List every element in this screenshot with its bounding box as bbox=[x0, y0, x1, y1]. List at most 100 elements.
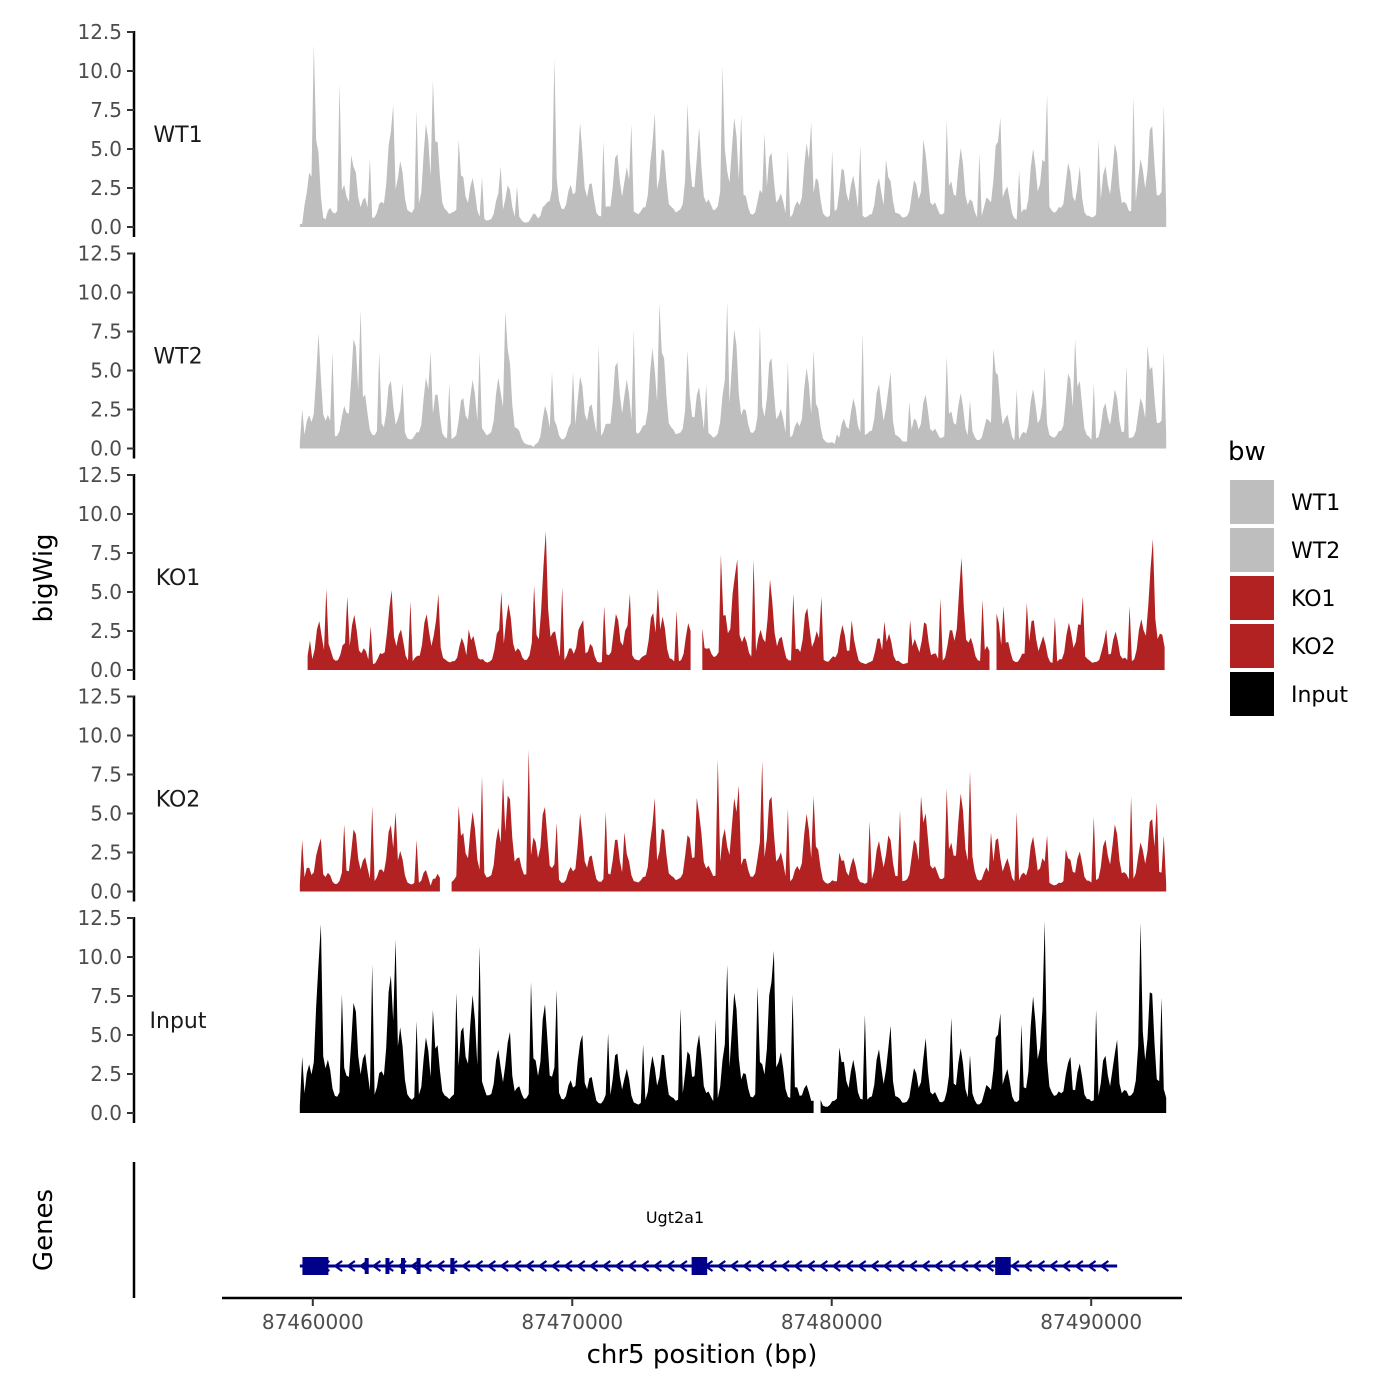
strand-arrow bbox=[346, 1260, 356, 1272]
track-panel-wt1: 0.0 2.5 5.0 7.5 10.0 12.5 WT1 bbox=[77, 20, 1167, 239]
strand-arrow bbox=[601, 1260, 611, 1272]
strand-arrow bbox=[473, 1260, 484, 1272]
y-tick-label: 7.5 bbox=[90, 320, 122, 344]
x-axis-title: chr5 position (bp) bbox=[587, 1340, 818, 1370]
y-tick-label: 0.0 bbox=[90, 1101, 122, 1125]
strand-arrow bbox=[333, 1260, 343, 1272]
track-label-wt2: WT2 bbox=[153, 345, 202, 370]
y-tick-label: 2.5 bbox=[90, 1062, 122, 1086]
strand-arrow bbox=[869, 1260, 880, 1272]
track-label-ko2: KO2 bbox=[156, 788, 201, 813]
strand-arrow bbox=[1073, 1260, 1084, 1272]
y-tick-label: 5.0 bbox=[90, 359, 122, 383]
y-tick-label: 7.5 bbox=[90, 984, 122, 1008]
legend-swatch bbox=[1230, 672, 1274, 716]
signal-area-input bbox=[820, 921, 1167, 1113]
exon bbox=[401, 1258, 406, 1274]
y-tick-label: 5.0 bbox=[90, 802, 122, 826]
strand-arrow bbox=[678, 1260, 688, 1272]
strand-arrow bbox=[652, 1260, 663, 1272]
strand-arrow bbox=[805, 1260, 816, 1272]
strand-arrow bbox=[907, 1260, 918, 1272]
strand-arrow bbox=[831, 1260, 841, 1272]
y-tick-label: 7.5 bbox=[90, 98, 122, 122]
strand-arrow bbox=[665, 1260, 675, 1272]
strand-arrow bbox=[741, 1260, 752, 1272]
legend: bw WT1 WT2 KO1 KO2 Input bbox=[1228, 437, 1348, 716]
x-tick-label: 87470000 bbox=[521, 1310, 623, 1334]
track-label-wt1: WT1 bbox=[153, 123, 202, 148]
legend-label: Input bbox=[1291, 683, 1348, 708]
y-tick-label: 12.5 bbox=[77, 242, 122, 266]
genes-axis-title: Genes bbox=[29, 1189, 59, 1271]
strand-arrow bbox=[499, 1260, 509, 1272]
strand-arrow bbox=[818, 1260, 829, 1272]
legend-title: bw bbox=[1228, 437, 1266, 467]
gene-panel: Genes Ugt2a1 bbox=[29, 1162, 1118, 1298]
strand-arrow bbox=[524, 1260, 535, 1272]
track-label-input: Input bbox=[150, 1009, 207, 1034]
legend-item-ko1: KO1 bbox=[1230, 576, 1336, 620]
strand-arrow bbox=[933, 1260, 943, 1272]
strand-arrow bbox=[984, 1260, 995, 1272]
y-tick-label: 10.0 bbox=[77, 59, 122, 83]
strand-arrow bbox=[946, 1260, 956, 1272]
signal-area-wt1 bbox=[299, 44, 1167, 227]
signal-area-wt2 bbox=[299, 301, 1167, 449]
strand-arrow bbox=[1086, 1260, 1097, 1272]
strand-arrow bbox=[448, 1260, 458, 1272]
signal-area-ko1 bbox=[702, 554, 990, 670]
y-tick-label: 10.0 bbox=[77, 502, 122, 526]
legend-swatch bbox=[1230, 480, 1274, 524]
legend-item-ko2: KO2 bbox=[1230, 624, 1336, 668]
strand-arrow bbox=[1022, 1260, 1033, 1272]
strand-arrow bbox=[486, 1260, 497, 1272]
strand-arrow bbox=[767, 1260, 777, 1272]
signal-area-ko1 bbox=[996, 539, 1165, 670]
x-tick-label: 87490000 bbox=[1040, 1310, 1142, 1334]
legend-item-wt2: WT2 bbox=[1230, 528, 1340, 572]
legend-swatch bbox=[1230, 576, 1274, 620]
y-tick-label: 2.5 bbox=[90, 841, 122, 865]
exon bbox=[364, 1258, 369, 1274]
exon bbox=[450, 1258, 455, 1274]
y-tick-label: 10.0 bbox=[77, 281, 122, 305]
y-tick-label: 0.0 bbox=[90, 880, 122, 904]
strand-arrow bbox=[1035, 1260, 1046, 1272]
legend-label: WT1 bbox=[1291, 491, 1340, 516]
legend-item-wt1: WT1 bbox=[1230, 480, 1340, 524]
y-axis-title: bigWig bbox=[29, 533, 59, 622]
y-tick-label: 2.5 bbox=[90, 619, 122, 643]
y-tick-label: 0.0 bbox=[90, 658, 122, 682]
strand-arrow bbox=[422, 1260, 433, 1272]
strand-arrow bbox=[550, 1260, 560, 1272]
strand-arrow bbox=[614, 1260, 624, 1272]
track-panel-input: 0.0 2.5 5.0 7.5 10.0 12.5 Input bbox=[77, 906, 1167, 1125]
strand-arrow bbox=[1048, 1260, 1058, 1272]
track-panel-ko1: 0.0 2.5 5.0 7.5 10.0 12.5 KO1 bbox=[77, 463, 1165, 682]
strand-arrow bbox=[1010, 1260, 1020, 1272]
x-axis: 87460000 87470000 87480000 87490000 chr5 po… bbox=[222, 1296, 1182, 1370]
strand-arrow bbox=[1061, 1260, 1071, 1272]
x-tick-label: 87460000 bbox=[262, 1310, 364, 1334]
y-tick-label: 5.0 bbox=[90, 580, 122, 604]
signal-area-ko2 bbox=[451, 749, 1167, 892]
strand-arrow bbox=[729, 1260, 739, 1272]
strand-arrow bbox=[575, 1260, 586, 1272]
exon bbox=[416, 1258, 421, 1274]
strand-arrow bbox=[958, 1260, 969, 1272]
gene-model bbox=[299, 1257, 1118, 1275]
strand-arrow bbox=[626, 1260, 637, 1272]
y-tick-label: 5.0 bbox=[90, 137, 122, 161]
bigwig-tracks: 0.0 2.5 5.0 7.5 10.0 12.5 WT1 0.0 2.5 5.0 7.5 10.0 1… bbox=[77, 20, 1167, 1125]
strand-arrow bbox=[1099, 1260, 1109, 1272]
strand-arrow bbox=[895, 1260, 905, 1272]
strand-arrow bbox=[512, 1260, 522, 1272]
signal-area-ko2 bbox=[299, 805, 440, 892]
track-panel-wt2: 0.0 2.5 5.0 7.5 10.0 12.5 WT2 bbox=[77, 242, 1167, 461]
y-tick-label: 12.5 bbox=[77, 463, 122, 487]
legend-swatch bbox=[1230, 624, 1274, 668]
strand-arrow bbox=[920, 1260, 931, 1272]
y-tick-label: 12.5 bbox=[77, 20, 122, 44]
